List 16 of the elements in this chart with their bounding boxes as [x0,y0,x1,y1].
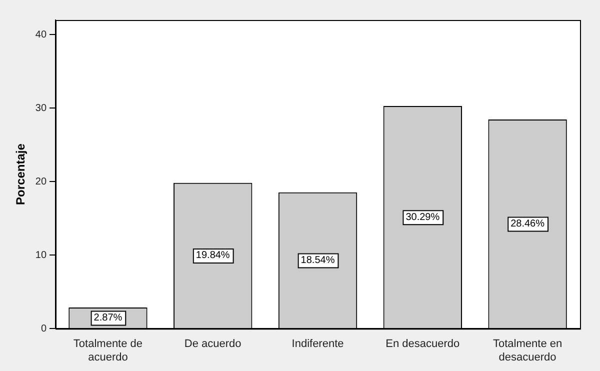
data-label: 30.29% [406,212,440,223]
y-tick-label: 30 [35,102,47,114]
data-label: 18.54% [300,254,335,266]
x-tick-label: Totalmente de acuerdo [73,338,143,364]
x-tick-label: Indiferente [292,338,344,350]
y-tick-label: 20 [35,176,47,188]
data-label: 2.87% [94,312,122,324]
y-tick-label: 40 [35,29,47,40]
y-axis-title: Porcentaje [14,143,28,205]
x-tick-label: De acuerdo [184,338,242,350]
x-tick-label: En desacuerdo [386,338,460,350]
x-tick-label: Totalmente en desacuerdo [493,338,562,364]
y-tick-label: 10 [35,250,47,261]
data-label: 28.46% [510,218,545,230]
y-tick-label: 0 [40,323,47,334]
data-label: 19.84% [196,250,230,262]
